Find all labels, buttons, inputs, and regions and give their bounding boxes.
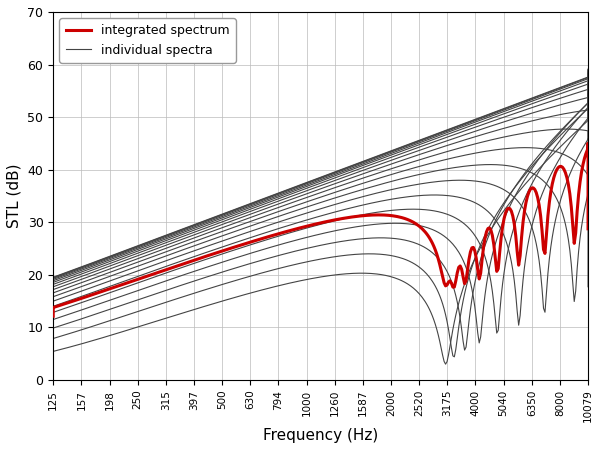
Y-axis label: STL (dB): STL (dB)	[7, 164, 22, 228]
Legend: integrated spectrum, individual spectra: integrated spectrum, individual spectra	[59, 18, 236, 63]
X-axis label: Frequency (Hz): Frequency (Hz)	[263, 428, 378, 443]
